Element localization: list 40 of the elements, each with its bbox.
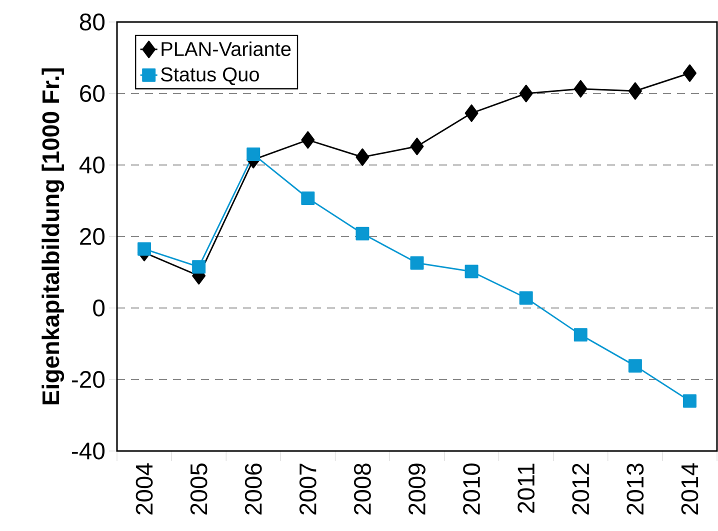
y-tick-label: 20 (80, 228, 105, 245)
x-tick-label: 2014 (681, 463, 698, 515)
point (192, 260, 206, 274)
legend-label: PLAN-Variante (162, 41, 291, 56)
point (301, 131, 315, 149)
y-tick-label: -20 (72, 371, 105, 388)
x-tick-label: 2010 (463, 463, 480, 515)
point (246, 148, 260, 162)
x-tick-label: 2004 (136, 463, 153, 515)
point (356, 148, 370, 166)
point (682, 394, 696, 408)
x-tick-label: 2005 (190, 464, 208, 515)
point (356, 226, 370, 240)
point (628, 359, 642, 373)
point (410, 138, 424, 156)
y-axis-title: Eigenkapitalbildung [1000 Fr.] (42, 68, 64, 404)
point (464, 264, 478, 278)
legend-label: Status Quo (161, 67, 259, 86)
point (301, 191, 315, 205)
x-tick-label: 2013 (626, 464, 644, 515)
point (464, 104, 478, 122)
x-tick-label: 2008 (354, 464, 371, 515)
point (410, 256, 424, 270)
point (574, 328, 588, 342)
x-tick-label: 2012 (572, 464, 590, 515)
point (519, 291, 533, 305)
point (628, 82, 642, 100)
point (519, 84, 533, 102)
point (682, 64, 696, 82)
x-tick-label: 2009 (408, 464, 426, 515)
x-tick-label: 2007 (299, 464, 316, 515)
y-tick-label: 40 (79, 156, 105, 174)
y-tick-label: 80 (80, 14, 105, 30)
y-tick-label: -40 (72, 442, 105, 460)
y-tick-label: 60 (80, 85, 105, 102)
x-tick-label: 2011 (518, 464, 535, 513)
point (574, 80, 588, 98)
x-tick-label: 2006 (244, 464, 262, 515)
point (138, 242, 152, 256)
y-tick-label: 0 (93, 300, 105, 316)
